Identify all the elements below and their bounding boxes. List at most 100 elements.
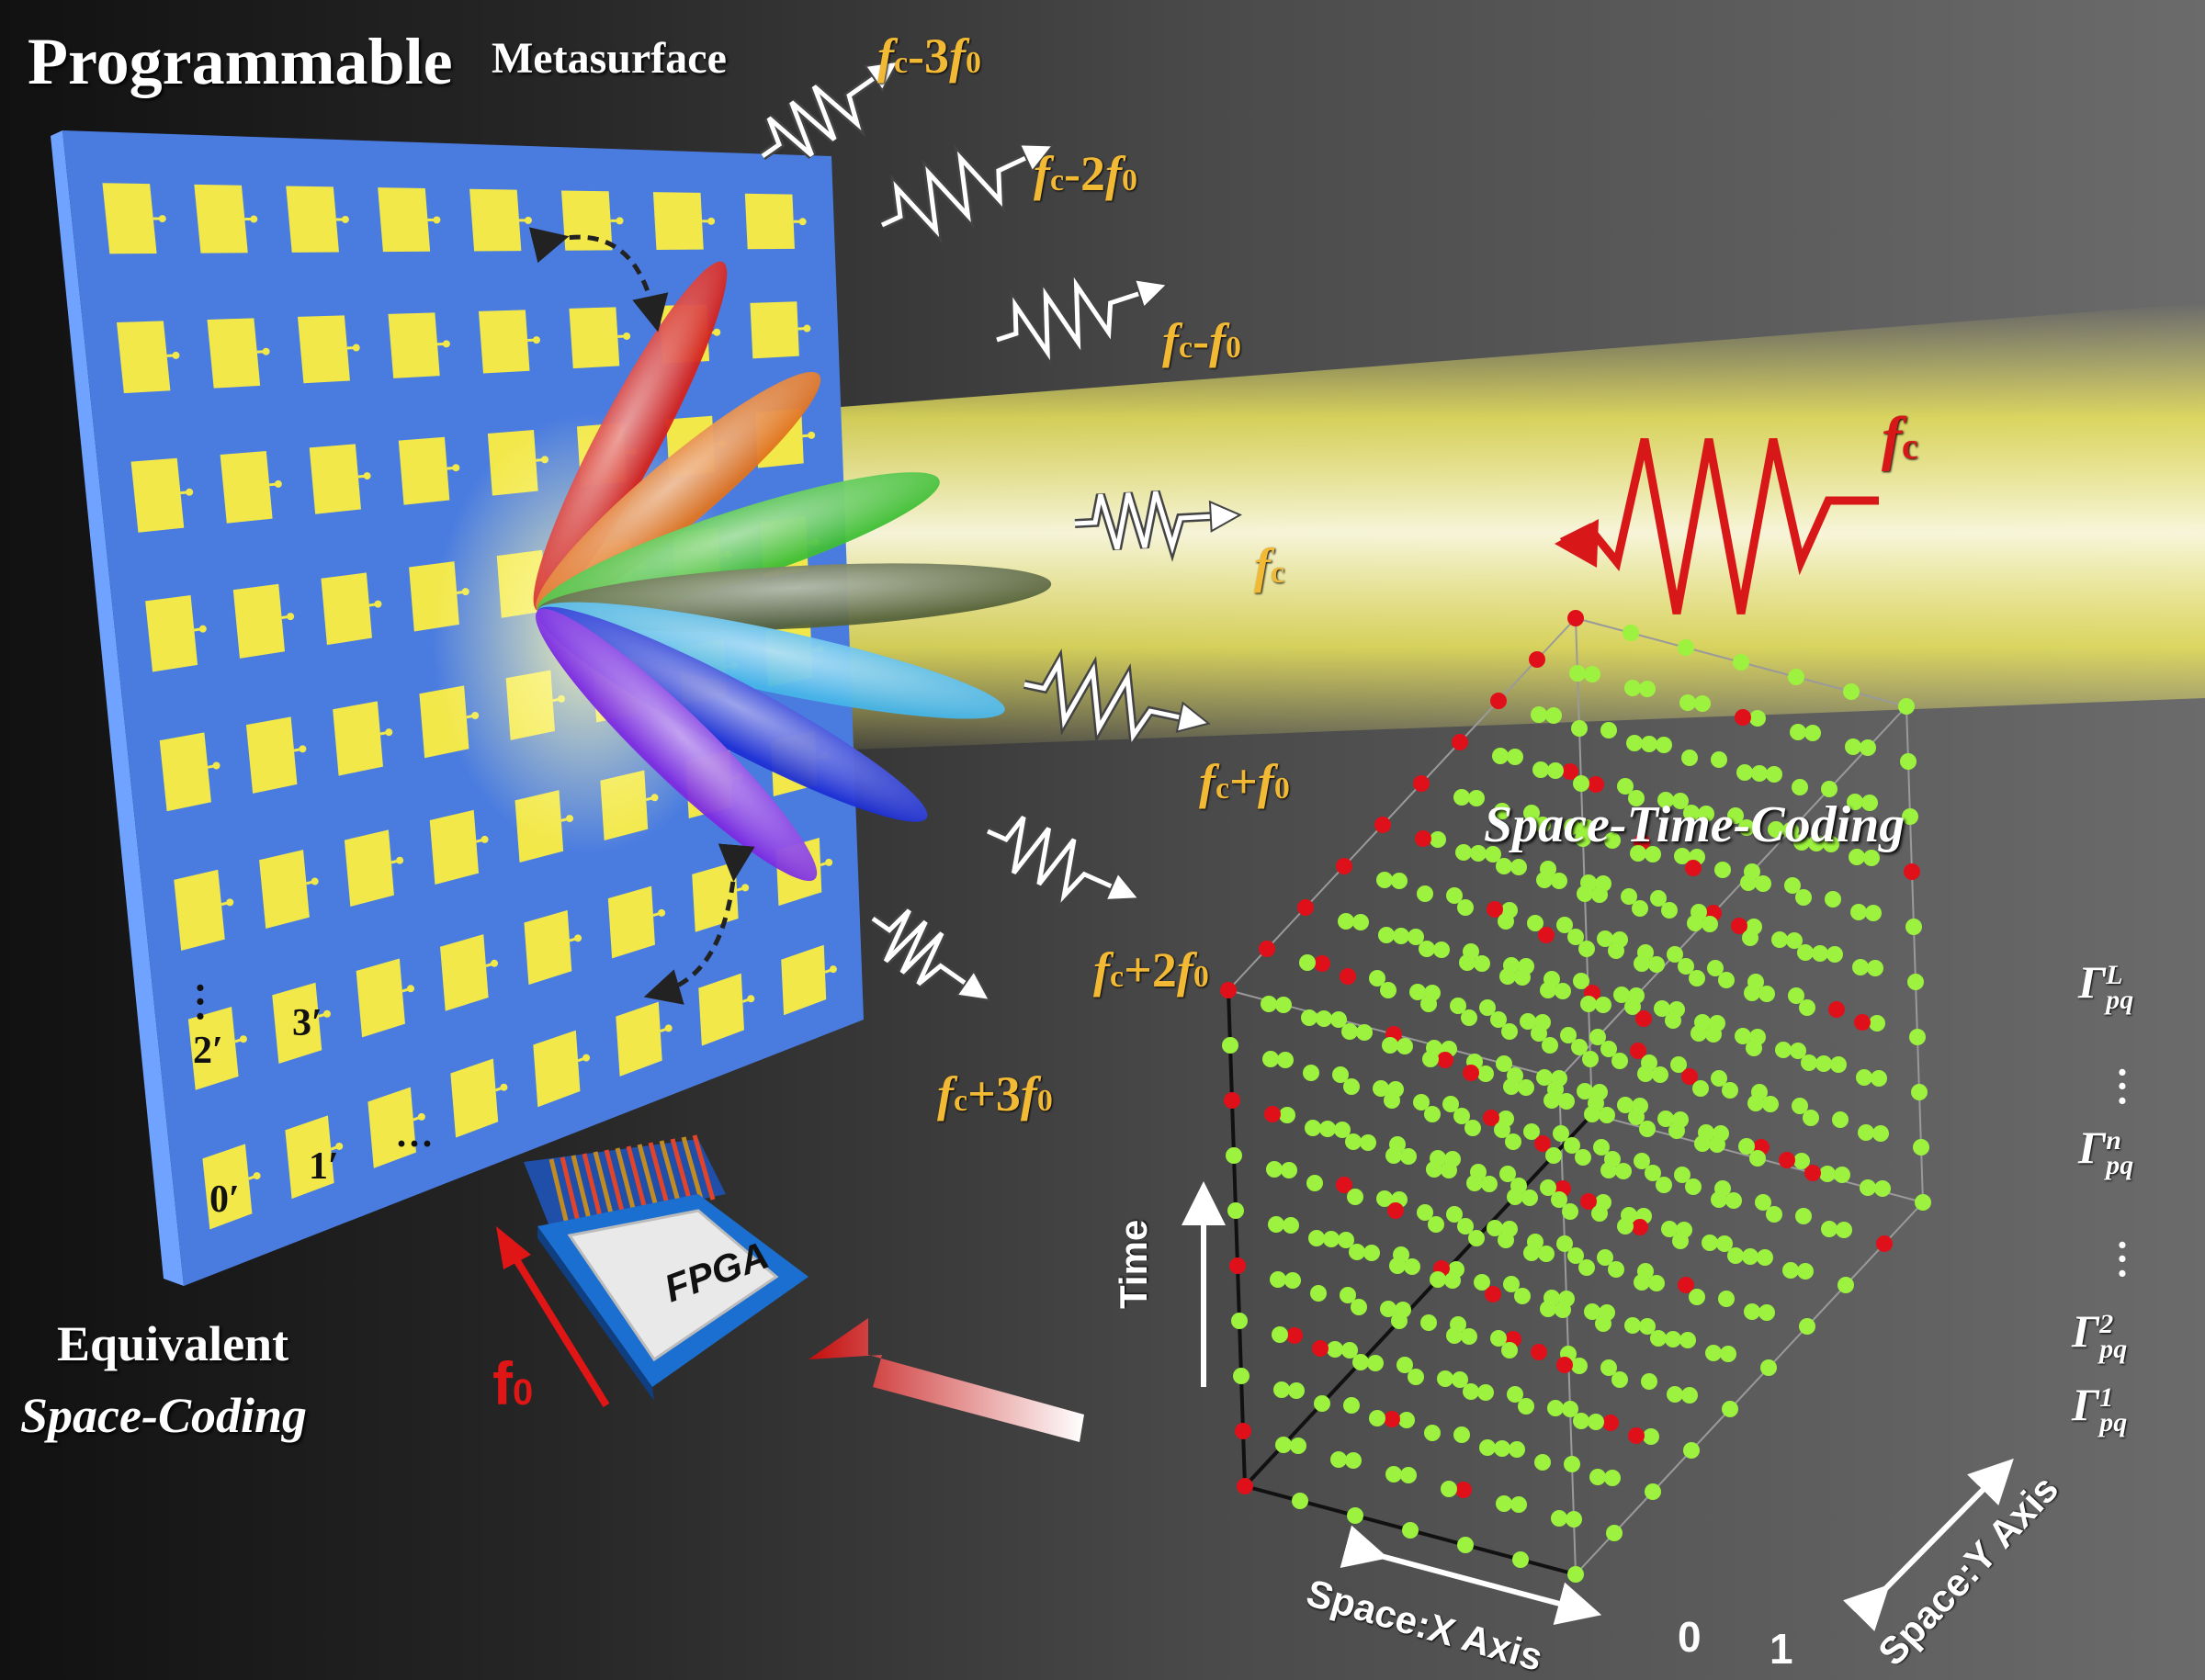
via <box>335 1142 344 1150</box>
coding-dot-red <box>1904 863 1920 880</box>
cell-index-label: 0′ <box>209 1178 240 1221</box>
coding-dot-green <box>1573 973 1589 989</box>
coding-dot-green <box>1782 1262 1799 1279</box>
coding-dot-green <box>1540 1301 1556 1317</box>
via <box>825 858 833 866</box>
harmonic-label: fc+2f0 <box>1093 942 1209 998</box>
coding-dot-green <box>1396 1357 1413 1373</box>
unit-cell <box>750 301 799 359</box>
space-coding-label: Space-Coding <box>20 1388 308 1443</box>
via <box>803 324 811 333</box>
via <box>481 835 489 843</box>
coding-dot-green <box>1650 890 1667 907</box>
coding-dot-green <box>1452 1371 1468 1388</box>
coding-dot-red <box>1735 709 1751 726</box>
coding-dot-green <box>1650 1330 1667 1347</box>
coding-dot-green <box>1742 1248 1758 1265</box>
via <box>442 340 450 348</box>
coding-dot-green <box>1604 1470 1621 1486</box>
unit-cell <box>159 732 211 812</box>
coding-dot-green <box>1600 1359 1617 1376</box>
via <box>452 464 460 472</box>
unit-cell <box>533 1030 581 1108</box>
unit-cell <box>469 188 522 252</box>
coding-dot-red <box>1632 1219 1648 1235</box>
coding-dot-green <box>1714 862 1731 878</box>
coding-dot-red <box>1487 901 1503 918</box>
coding-dot-green <box>1303 1065 1319 1081</box>
coding-dot-green <box>1437 1370 1453 1387</box>
coding-dot-green <box>1628 790 1645 806</box>
coding-dot-green <box>1683 1442 1700 1459</box>
coding-dot-green <box>1330 1451 1347 1468</box>
coding-dot-red <box>1854 1014 1871 1031</box>
coding-dot-green <box>1573 1413 1589 1429</box>
coding-dot-red <box>1224 1092 1240 1109</box>
coding-dot-green <box>1915 1194 1931 1211</box>
coding-dot-green <box>1479 999 1496 1016</box>
coding-dot-green <box>1544 1092 1560 1109</box>
coding-dot-green <box>1768 821 1784 838</box>
unit-cell <box>781 944 827 1016</box>
fpga-wire <box>670 1138 694 1206</box>
coding-dot-green <box>1749 710 1766 727</box>
via <box>707 217 716 225</box>
coding-dot-green <box>1314 1395 1330 1412</box>
coding-dot-green <box>1555 1302 1571 1318</box>
fpga-wire <box>615 1147 639 1220</box>
coding-dot-green <box>1428 1216 1444 1233</box>
coding-dot-green <box>1391 873 1408 889</box>
coding-dot-green <box>1858 1124 1874 1141</box>
coding-dot-green <box>1424 1106 1441 1122</box>
coding-dot-green <box>1527 915 1544 931</box>
coding-dot-green <box>1391 1313 1408 1329</box>
coding-dot-green <box>1523 1245 1540 1261</box>
via <box>186 488 194 496</box>
coding-dot-green <box>1679 694 1696 711</box>
coding-dot-green <box>1872 1125 1889 1142</box>
coding-dot-green <box>1341 1023 1358 1040</box>
coding-dot-green <box>1584 666 1600 682</box>
coding-dot-green <box>1584 1106 1600 1122</box>
coding-dot-green <box>1593 1139 1610 1156</box>
coding-dot-green <box>1426 1161 1442 1178</box>
coding-dot-green <box>1290 1438 1306 1454</box>
unit-cell-grid <box>102 183 837 1230</box>
coding-dot-red <box>1531 1344 1547 1360</box>
coding-dot-green <box>1518 1079 1534 1096</box>
coding-dot-red <box>1415 830 1431 847</box>
coding-dot-green <box>1584 1303 1600 1320</box>
coding-dot-red <box>1336 858 1352 874</box>
coding-dot-green <box>1373 1080 1389 1097</box>
coding-dot-green <box>1735 1028 1751 1044</box>
time-axis-label: Time <box>1112 1219 1155 1309</box>
coding-dot-red <box>1413 775 1430 792</box>
coding-dot-green <box>1453 789 1470 806</box>
harmonic-wave <box>995 269 1170 368</box>
coding-dot-green <box>1803 1110 1819 1126</box>
coding-dot-green <box>1536 872 1553 888</box>
coding-dot-green <box>1641 736 1657 752</box>
coding-dot-green <box>1819 1166 1836 1182</box>
coding-dot-green <box>1632 900 1648 917</box>
coding-dot-green <box>1852 959 1869 975</box>
coding-dot-green <box>1793 1153 1810 1169</box>
coding-dot-green <box>1503 1276 1520 1292</box>
coding-dot-green <box>1624 1317 1641 1334</box>
beam-lobe-shine <box>533 261 728 612</box>
coding-dot-green <box>1611 1371 1628 1388</box>
coding-dot-green <box>1499 1166 1516 1182</box>
coding-dot-green <box>1860 1179 1876 1196</box>
coding-dot-green <box>1849 849 1865 865</box>
coding-dot-green <box>1455 844 1472 861</box>
coding-dot-green <box>1580 996 1597 1012</box>
coding-dot-green <box>1499 968 1516 985</box>
coding-dot-green <box>1378 927 1395 943</box>
coding-dot-red <box>1580 1193 1597 1210</box>
coding-dot-green <box>1457 1537 1474 1553</box>
equivalent-label: Equivalent <box>57 1316 289 1371</box>
coding-dot-green <box>1510 1496 1527 1513</box>
coding-dot-green <box>1902 808 1918 825</box>
coding-dot-green <box>1479 1439 1496 1456</box>
